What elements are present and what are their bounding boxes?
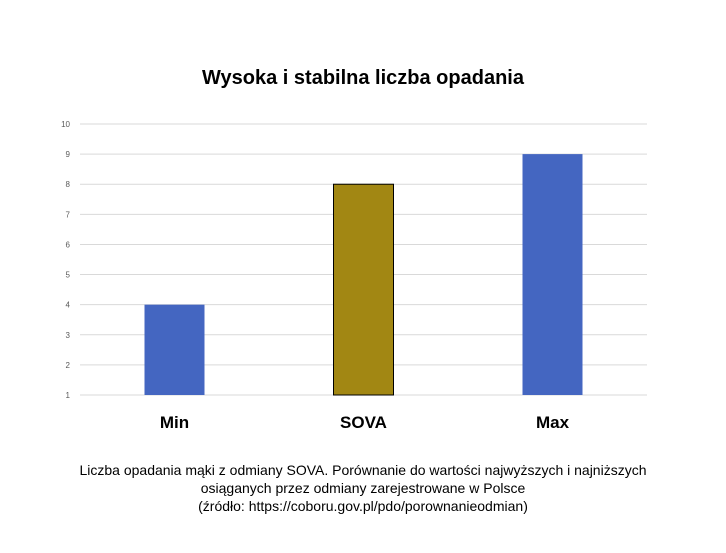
x-axis-categories: Min SOVA Max — [160, 413, 570, 432]
y-tick-label: 9 — [66, 150, 71, 159]
y-tick-label: 5 — [66, 271, 71, 280]
caption-line-1: Liczba opadania mąki z odmiany SOVA. Por… — [79, 462, 647, 478]
y-tick-label: 2 — [66, 361, 71, 370]
category-label: SOVA — [340, 413, 387, 432]
caption-line-2: osiąganych przez odmiany zarejestrowane … — [200, 480, 526, 496]
y-axis-ticks: 1 2 3 4 5 6 7 8 9 10 — [61, 120, 70, 400]
bar-sova — [333, 183, 394, 396]
y-tick-label: 4 — [66, 301, 71, 310]
bars — [144, 154, 583, 396]
y-tick-label: 8 — [66, 180, 71, 189]
category-label: Max — [536, 413, 570, 432]
chart-title: Wysoka i stabilna liczba opadania — [202, 67, 525, 89]
y-tick-label: 10 — [61, 120, 70, 129]
chart-caption: Liczba opadania mąki z odmiany SOVA. Por… — [23, 461, 703, 515]
bar-max — [522, 154, 583, 395]
category-label: Min — [160, 413, 189, 432]
bar-min — [144, 304, 205, 395]
y-tick-label: 1 — [66, 391, 71, 400]
y-tick-label: 6 — [66, 240, 71, 249]
caption-line-3: (źródło: https://coboru.gov.pl/pdo/porow… — [198, 498, 528, 514]
y-tick-label: 7 — [66, 210, 71, 219]
y-tick-label: 3 — [66, 331, 71, 340]
